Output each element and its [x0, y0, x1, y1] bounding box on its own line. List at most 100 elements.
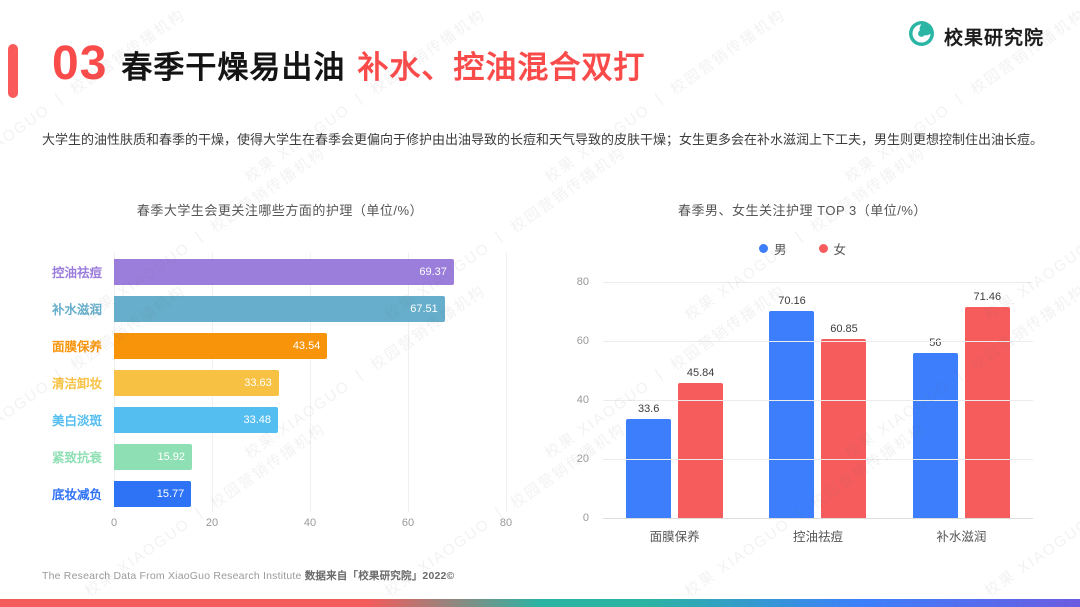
legend-dot-icon: [818, 244, 828, 253]
watermark-text: 校果 XIAOGUO 丨 校园营销传播机构: [541, 6, 789, 187]
footer-source: The Research Data From XiaoGuo Research …: [42, 568, 455, 583]
right-chart-category-labels: 面膜保养 控油祛痘 补水滋润: [603, 526, 1033, 545]
right-chart-bar-value: 71.46: [973, 291, 1002, 304]
left-chart-category-label: 补水滋润: [51, 303, 102, 317]
left-chart-bar-value: 33.63: [244, 376, 272, 389]
right-chart-gridline: [603, 341, 1033, 342]
right-chart-group: 70.16 60.85: [769, 295, 867, 518]
left-chart-bar-track: 33.63: [114, 369, 506, 396]
right-chart-category-label: 控油祛痘: [792, 530, 843, 544]
left-chart-category-label: 控油祛痘: [51, 266, 102, 280]
right-chart-gridline: [603, 459, 1033, 460]
left-chart-bar-value: 15.92: [157, 450, 185, 463]
left-chart-bar-value: 33.48: [243, 413, 272, 426]
accent-bar: [8, 44, 18, 98]
left-chart-bar-value: 43.54: [292, 339, 321, 352]
left-chart-bar-value: 15.77: [156, 487, 185, 500]
right-chart-y-tick: 80: [576, 276, 589, 288]
footer-source-en: The Research Data From XiaoGuo Research …: [42, 570, 305, 582]
left-chart-row: 控油祛痘 69.37: [40, 253, 520, 290]
right-chart-y-tick: 60: [576, 335, 589, 347]
right-chart-bar-wrap: 70.16: [769, 295, 815, 518]
page-title-red: 补水、控油混合双打: [357, 49, 646, 85]
right-chart-y-tick: 20: [576, 453, 589, 465]
right-chart-bar: [912, 352, 958, 518]
left-chart-bar-track: 15.77: [114, 480, 506, 507]
left-chart-bar: 33.63: [114, 369, 279, 396]
right-chart-title: 春季男、女生关注护理 TOP 3（单位/%）: [678, 203, 927, 218]
left-chart-title: 春季大学生会更关注哪些方面的护理（单位/%）: [136, 203, 424, 218]
left-chart-bar-value: 67.51: [410, 302, 438, 315]
right-chart-bar-wrap: 45.84: [678, 367, 724, 518]
right-chart-bar-value: 70.16: [778, 295, 806, 308]
left-chart-plot: 控油祛痘 69.37 补水滋润 67.51 面膜保养 43.54 清洁卸妆 33.63 美白淡斑…: [40, 253, 520, 532]
left-chart-x-tick: 0: [110, 517, 118, 529]
left-chart-category-label: 美白淡斑: [51, 414, 102, 428]
left-chart: 春季大学生会更关注哪些方面的护理（单位/%） 控油祛痘 69.37 补水滋润 67.5…: [40, 200, 520, 532]
left-chart-category-label: 底妆减负: [51, 488, 102, 502]
brand-name: 校果研究院: [943, 27, 1044, 49]
right-chart: 春季男、女生关注护理 TOP 3（单位/%） 男女 33.6 45.84 70.16…: [555, 200, 1050, 545]
left-chart-x-axis: 0 20 40 60 80: [110, 512, 512, 532]
legend-label: 女: [833, 243, 847, 257]
left-chart-bar: 33.48: [114, 406, 279, 433]
right-chart-gridline: [603, 518, 1033, 519]
left-chart-x-tick: 60: [401, 517, 415, 529]
right-chart-bar-wrap: 56: [912, 337, 958, 518]
right-chart-bar-value: 45.84: [686, 366, 715, 379]
section-number: 03: [52, 37, 108, 90]
brand: 校果研究院: [908, 20, 1044, 52]
right-chart-category-label: 面膜保养: [649, 530, 700, 544]
left-chart-rows: 控油祛痘 69.37 补水滋润 67.51 面膜保养 43.54 清洁卸妆 33.63 美白淡斑…: [40, 253, 520, 512]
right-chart-bar-wrap: 71.46: [964, 291, 1010, 518]
intro-paragraph: 大学生的油性肤质和春季的干燥，使得大学生在春季会更偏向于修护由出油导致的长痘和天…: [42, 132, 1044, 147]
footer-source-zh: 数据来自「校果研究院」2022©: [304, 570, 455, 582]
left-chart-bar-track: 67.51: [114, 295, 506, 322]
right-chart-bar: [821, 338, 867, 518]
left-chart-category-label: 清洁卸妆: [51, 377, 102, 391]
legend-item: 女: [818, 239, 847, 258]
right-chart-y-tick: 40: [576, 394, 589, 406]
right-chart-bar: [769, 311, 815, 518]
left-chart-bar-track: 43.54: [114, 332, 506, 359]
left-chart-bar: 69.37: [114, 258, 454, 285]
left-chart-row: 清洁卸妆 33.63: [40, 364, 520, 401]
left-chart-x-tick: 20: [205, 517, 219, 529]
right-chart-bar-value: 33.6: [637, 402, 660, 415]
left-chart-bar-track: 69.37: [114, 258, 506, 285]
left-chart-bar: 15.92: [114, 443, 192, 470]
left-chart-x-tick: 40: [303, 517, 317, 529]
right-chart-gridline: [603, 282, 1033, 283]
right-chart-group: 33.6 45.84: [626, 367, 724, 518]
left-chart-gridline: [408, 253, 409, 512]
bottom-color-strip: [0, 599, 1080, 607]
watermark-text: 校果 XIAOGUO 丨 校园营销传播机构: [241, 6, 489, 187]
right-chart-legend: 男女: [555, 239, 1050, 258]
left-chart-bar: 43.54: [114, 332, 328, 359]
legend-label: 男: [773, 243, 787, 257]
right-chart-gridline: [603, 400, 1033, 401]
left-chart-bar-value: 69.37: [419, 265, 447, 278]
right-chart-groups: 33.6 45.84 70.16 60.85 56 71.46: [603, 282, 1033, 518]
right-chart-bar-value: 60.85: [830, 322, 858, 335]
left-chart-row: 紧致抗衰 15.92: [40, 438, 520, 475]
right-chart-bar: [678, 382, 724, 518]
left-chart-bar: 15.77: [114, 480, 192, 507]
right-chart-plot: 33.6 45.84 70.16 60.85 56 71.46 0 20 40 60 80: [577, 276, 1033, 524]
legend-item: 男: [758, 239, 787, 258]
left-chart-gridline: [310, 253, 311, 512]
left-chart-row: 底妆减负 15.77: [40, 475, 520, 512]
right-chart-y-tick: 0: [582, 512, 589, 524]
left-chart-row: 补水滋润 67.51: [40, 290, 520, 327]
right-chart-bar-value: 56: [929, 336, 942, 349]
left-chart-row: 面膜保养 43.54: [40, 327, 520, 364]
left-chart-row: 美白淡斑 33.48: [40, 401, 520, 438]
left-chart-x-tick: 80: [499, 517, 513, 529]
right-chart-bar: [964, 307, 1010, 518]
legend-dot-icon: [758, 244, 768, 253]
left-chart-category-label: 紧致抗衰: [51, 451, 102, 465]
xiaoguo-logo-icon: [908, 20, 935, 52]
left-chart-category-label: 面膜保养: [51, 340, 102, 354]
left-chart-gridline: [506, 253, 507, 512]
page-title-black: 春季干燥易出油: [121, 49, 346, 85]
